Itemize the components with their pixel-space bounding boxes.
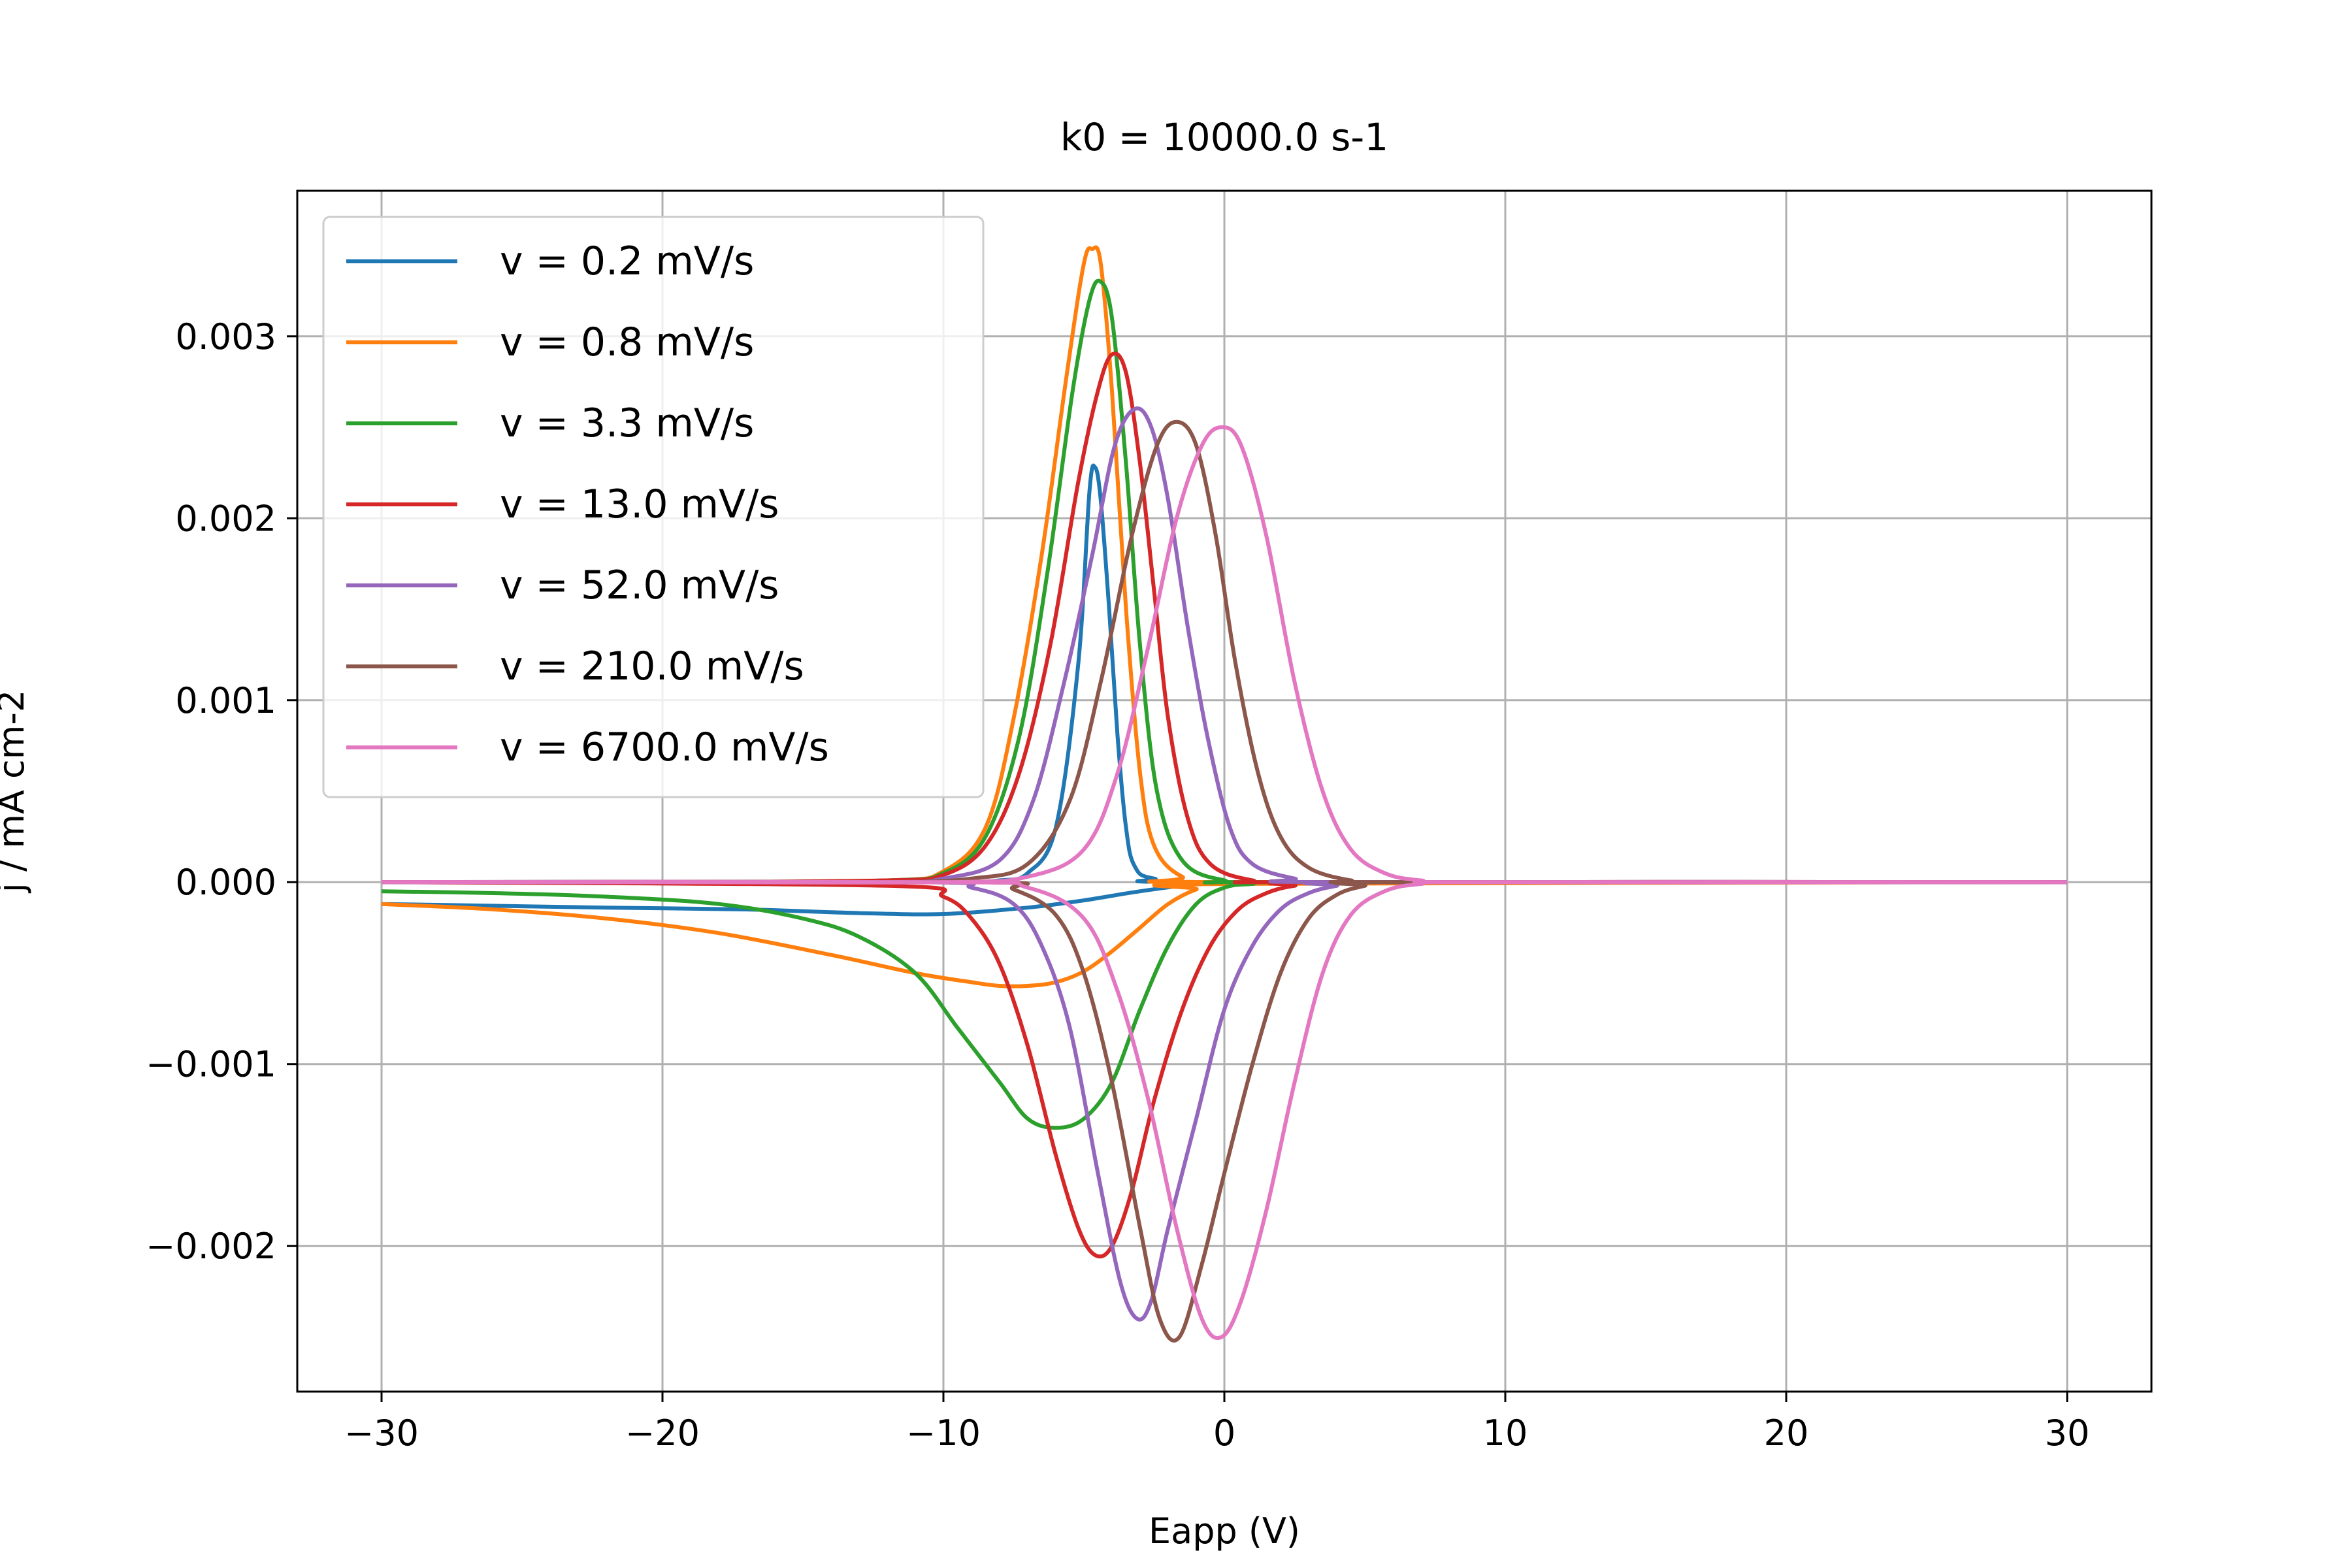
x-tick-label: −30 xyxy=(344,1413,419,1454)
legend-box xyxy=(322,216,985,798)
x-tick-label: 10 xyxy=(1483,1413,1528,1454)
plot-frame xyxy=(296,189,2153,1393)
y-tick-label: −0.001 xyxy=(146,1044,276,1085)
y-tick-label: 0.001 xyxy=(175,680,276,721)
legend-label: v = 210.0 mV/s xyxy=(500,644,804,689)
legend-label: v = 13.0 mV/s xyxy=(500,482,779,527)
x-tick-label: 30 xyxy=(2045,1413,2090,1454)
plot-area xyxy=(381,245,2068,1343)
series-line-forward xyxy=(381,351,2068,885)
y-tick-label: 0.002 xyxy=(175,498,276,539)
y-tick-label: 0.000 xyxy=(175,862,276,903)
y-axis-label: j / mA cm-2 xyxy=(0,690,32,893)
chart-title: k0 = 10000.0 s-1 xyxy=(1060,115,1388,159)
x-tick-label: −10 xyxy=(906,1413,981,1454)
axis-ticks: −30 −20 −10 0 10 20 30 −0.002 −0.001 0.000 0.001 0.… xyxy=(146,316,2089,1454)
series-7 xyxy=(381,425,2068,1340)
legend-label: v = 6700.0 mV/s xyxy=(500,725,829,770)
legend: v = 0.2 mV/s v = 0.8 mV/s v = 3.3 mV/s v = … xyxy=(322,216,985,798)
x-tick-label: 20 xyxy=(1764,1413,1809,1454)
series-line-reverse xyxy=(381,879,2068,1340)
series-line-reverse xyxy=(381,879,2068,1343)
x-tick-label: 0 xyxy=(1213,1413,1235,1454)
legend-label: v = 0.8 mV/s xyxy=(500,319,754,365)
y-tick-label: 0.003 xyxy=(175,316,276,357)
legend-label: v = 52.0 mV/s xyxy=(500,563,779,608)
x-tick-label: −20 xyxy=(625,1413,700,1454)
y-tick-label: −0.002 xyxy=(146,1226,276,1267)
x-axis-label: Eapp (V) xyxy=(1149,1511,1300,1552)
legend-label: v = 3.3 mV/s xyxy=(500,400,754,446)
legend-label: v = 0.2 mV/s xyxy=(500,238,754,284)
